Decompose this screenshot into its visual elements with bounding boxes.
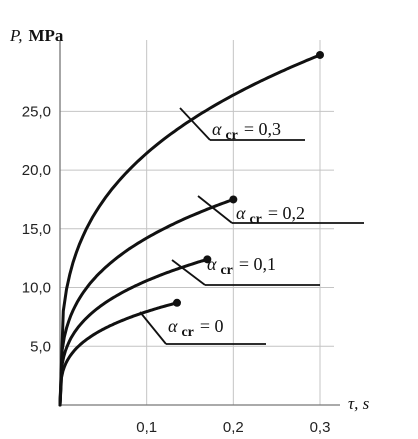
series-label-1: α cr = 0,2 <box>236 203 305 227</box>
y-tick-label-1: 10,0 <box>22 280 51 297</box>
series-label-3: α cr = 0 <box>168 316 224 340</box>
series-curve-1 <box>58 197 235 407</box>
axes <box>59 40 340 406</box>
y-tick-label-2: 15,0 <box>22 221 51 238</box>
series-label-subscript-0: cr <box>225 128 237 143</box>
y-tick-label-4: 25,0 <box>22 103 51 120</box>
series-curve-0 <box>58 53 322 407</box>
series-label-0: α cr = 0,3 <box>212 119 281 143</box>
series-leader-line-1 <box>197 195 233 224</box>
series-label-value-2: = 0,1 <box>239 254 276 274</box>
y-axis-title: P, MPa <box>9 26 64 45</box>
y-tick-label-3: 20,0 <box>22 162 51 179</box>
series-label-subscript-1: cr <box>249 212 261 227</box>
series-end-point-0 <box>316 50 324 59</box>
y-tick-label-0: 5,0 <box>30 338 51 355</box>
series-label-value-3: = 0 <box>200 316 224 336</box>
series-label-subscript-2: cr <box>220 263 232 278</box>
series-leader-line-3 <box>139 311 167 345</box>
series-end-point-1 <box>229 195 238 204</box>
series-curve-3 <box>58 301 179 407</box>
axis-titles: P, MPa τ, s <box>9 26 370 413</box>
tick-labels: 0,1 0,2 0,3 5,0 10,0 15,0 20,0 25,0 <box>22 103 331 436</box>
series-label-symbol-1: α <box>236 203 246 223</box>
y-axis-unit: MPa <box>28 26 63 45</box>
series-end-point-3 <box>173 298 181 307</box>
series-label-subscript-3: cr <box>181 325 193 340</box>
y-axis-symbol: P, <box>9 26 22 45</box>
series-label-symbol-2: α <box>207 254 217 274</box>
curve-labels: α cr = 0,3α cr = 0,2α cr = 0,1α cr = 0 <box>139 107 364 345</box>
x-tick-label-2: 0,3 <box>310 419 331 436</box>
series-end-point-2 <box>203 255 212 264</box>
series-label-symbol-0: α <box>212 119 222 139</box>
series-leader-line-0 <box>179 107 211 141</box>
x-tick-label-0: 0,1 <box>136 419 157 436</box>
series-label-symbol-3: α <box>168 316 178 336</box>
curves <box>58 50 324 407</box>
x-tick-label-1: 0,2 <box>223 419 244 436</box>
x-axis-title: τ, s <box>348 394 370 413</box>
series-leader-line-2 <box>171 259 206 286</box>
series-label-value-0: = 0,3 <box>244 119 281 139</box>
series-label-value-1: = 0,2 <box>268 203 305 223</box>
series-label-2: α cr = 0,1 <box>207 254 276 278</box>
